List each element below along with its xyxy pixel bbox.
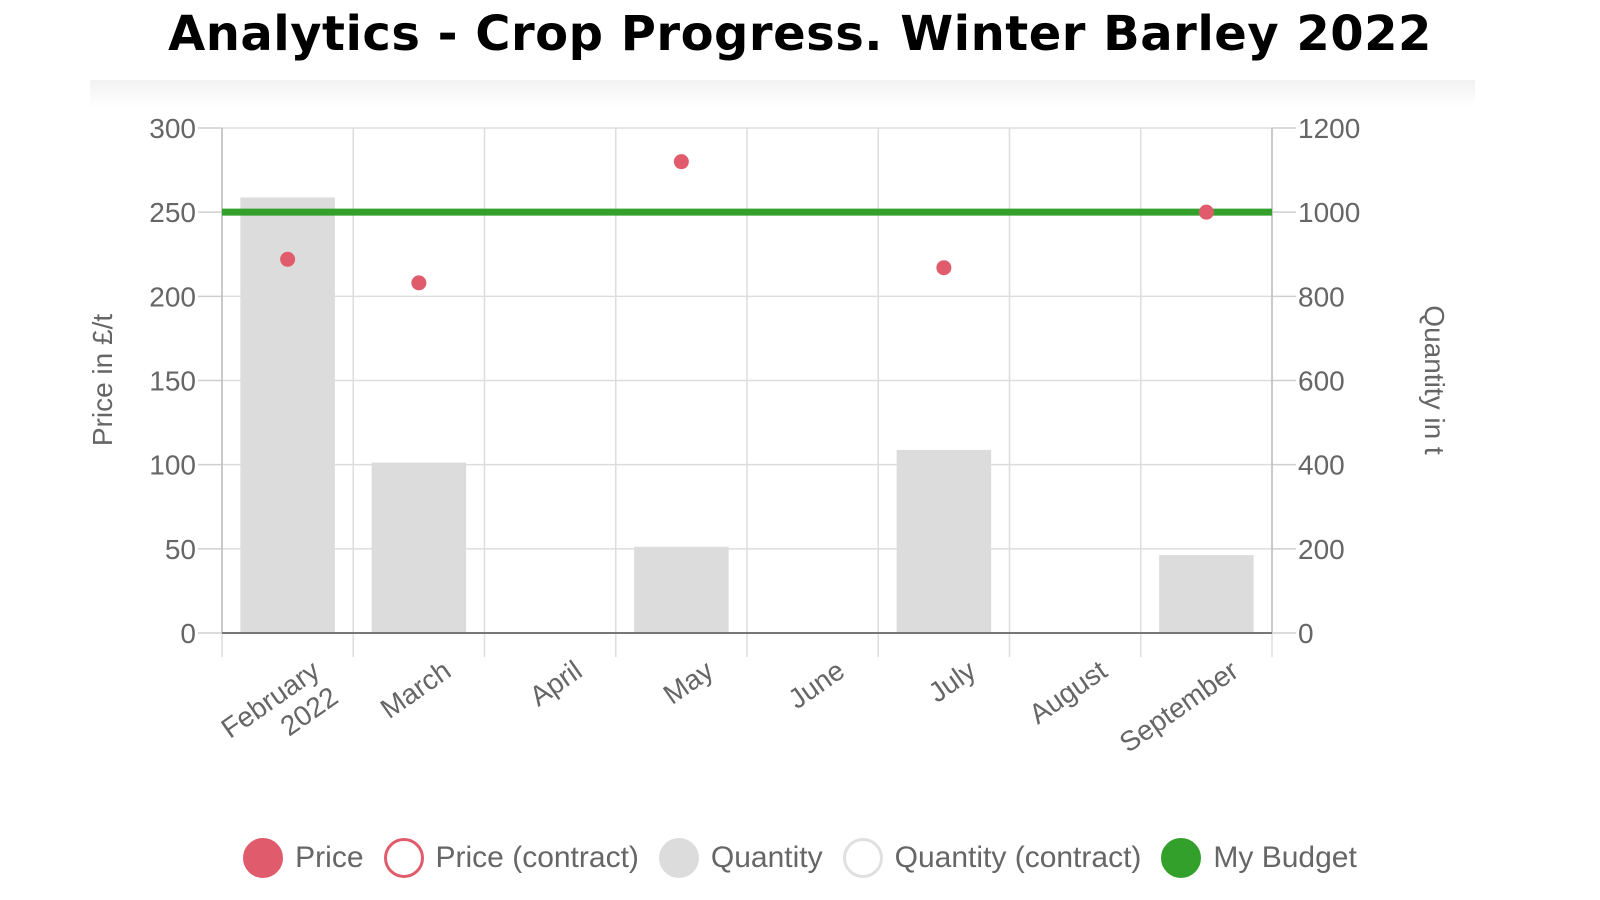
x-tick-label-line: May [658, 655, 719, 711]
legend-label: Price (contract) [435, 841, 639, 874]
y-left-tick-label: 250 [149, 197, 196, 228]
y-right-tick-label: 200 [1298, 534, 1345, 565]
page-title: Analytics - Crop Progress. Winter Barley… [168, 6, 1432, 62]
price-point [1198, 204, 1214, 220]
y-right-tick-label: 800 [1298, 281, 1345, 312]
y-right-tick-label: 1200 [1298, 113, 1360, 144]
price-point [280, 251, 296, 267]
x-tick-label: February2022 [216, 655, 344, 771]
legend-item[interactable]: Price (contract) [383, 838, 639, 878]
quantity-bar [371, 462, 467, 633]
chart-legend: Price Price (contract) Quantity Quantity (c… [0, 838, 1600, 878]
legend-item[interactable]: Price [243, 838, 364, 878]
y-right-tick-label: 600 [1298, 366, 1345, 397]
price-points [280, 154, 1214, 291]
y-left-tick-label: 200 [149, 281, 196, 312]
title-divider [90, 80, 1475, 108]
price-point [411, 275, 427, 291]
x-tick-label: May [658, 655, 719, 711]
x-tick-label: August [1023, 654, 1112, 730]
y-left-tick-label: 100 [149, 450, 196, 481]
quantity-bars [240, 197, 1254, 633]
y-right-tick-label: 0 [1298, 618, 1314, 649]
x-tick-label: September [1114, 655, 1244, 759]
y-left-tick-label: 150 [149, 366, 196, 397]
legend-item[interactable]: Quantity [658, 838, 823, 878]
legend-label: My Budget [1213, 841, 1357, 874]
legend-swatch-icon [243, 838, 284, 878]
price-point [936, 260, 952, 276]
y-left-tick-label: 50 [165, 534, 196, 565]
x-tick-label: July [923, 655, 982, 709]
y-left-tick-label: 0 [180, 618, 196, 649]
legend-item[interactable]: My Budget [1161, 838, 1357, 878]
legend-swatch-icon [1161, 838, 1202, 878]
y-right-tick-label: 400 [1298, 450, 1345, 481]
legend-label: Quantity (contract) [894, 841, 1142, 874]
quantity-bar [240, 197, 335, 633]
x-tick-label-line: July [923, 655, 982, 709]
price-point [673, 154, 689, 170]
x-tick-label-line: April [524, 655, 588, 713]
x-tick-label-line: March [375, 655, 457, 725]
quantity-bar [1159, 555, 1254, 633]
legend-swatch-icon [383, 838, 424, 878]
legend-swatch-icon [658, 838, 699, 878]
quantity-bar [634, 546, 729, 633]
y-right-tick-label: 1000 [1298, 197, 1360, 228]
legend-label: Price [295, 841, 364, 874]
x-tick-label-line: September [1114, 655, 1244, 759]
x-tick-label: March [375, 655, 457, 725]
crop-progress-chart: 0 50 100 150 200 250 300 0 200 400 600 800 1000 1200 F… [87, 113, 1450, 771]
legend-item[interactable]: Quantity (contract) [842, 838, 1142, 878]
x-tick-label-line: August [1023, 654, 1112, 730]
x-tick-label: June [783, 655, 851, 715]
y-axis-left-label: Price in £/t [87, 314, 118, 446]
y-left-tick-label: 300 [149, 113, 196, 144]
x-tick-label: April [524, 655, 588, 713]
x-tick-label-line: June [783, 655, 851, 715]
legend-label: Quantity [710, 841, 823, 874]
quantity-bar [896, 449, 992, 633]
legend-swatch-icon [842, 838, 883, 878]
y-axis-right-label: Quantity in t [1419, 305, 1450, 455]
grid-lines [198, 127, 1296, 657]
